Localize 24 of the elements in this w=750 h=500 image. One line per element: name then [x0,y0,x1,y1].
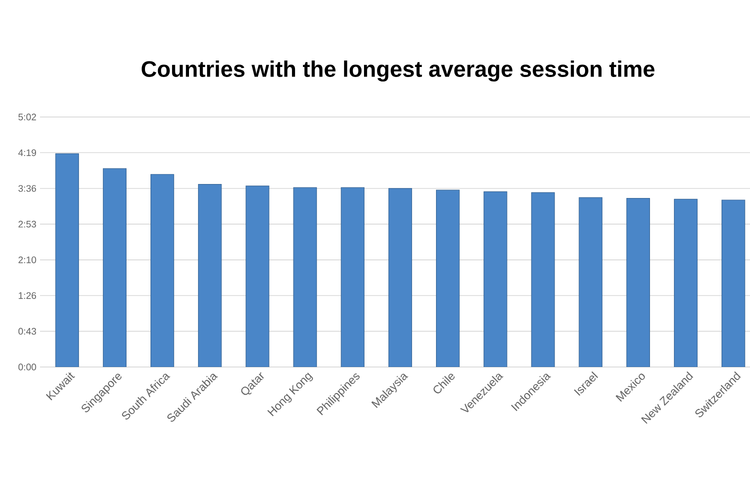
bar [674,198,698,367]
bar [436,190,460,367]
bar [722,200,746,367]
bar [578,197,602,367]
y-tick-label: 2:10 [18,256,36,264]
y-tick-label: 0:00 [18,364,36,370]
bar [150,174,174,367]
bar [198,184,222,367]
bar [293,187,317,367]
y-tick-label: 5:02 [18,114,36,120]
bar [340,187,364,367]
y-tick-label: 4:19 [18,149,36,156]
bar [102,168,127,367]
y-tick-label: 0:43 [18,328,36,335]
bar [246,186,270,367]
bar [484,191,508,367]
chart-title: Countries with the longest average session time [142,60,654,82]
y-tick-label: 2:53 [18,220,36,228]
bar [388,188,412,367]
bar [626,198,650,367]
bar [55,153,79,367]
y-tick-label: 3:36 [18,185,36,192]
bar [531,192,555,367]
y-tick-label: 1:26 [18,292,36,299]
